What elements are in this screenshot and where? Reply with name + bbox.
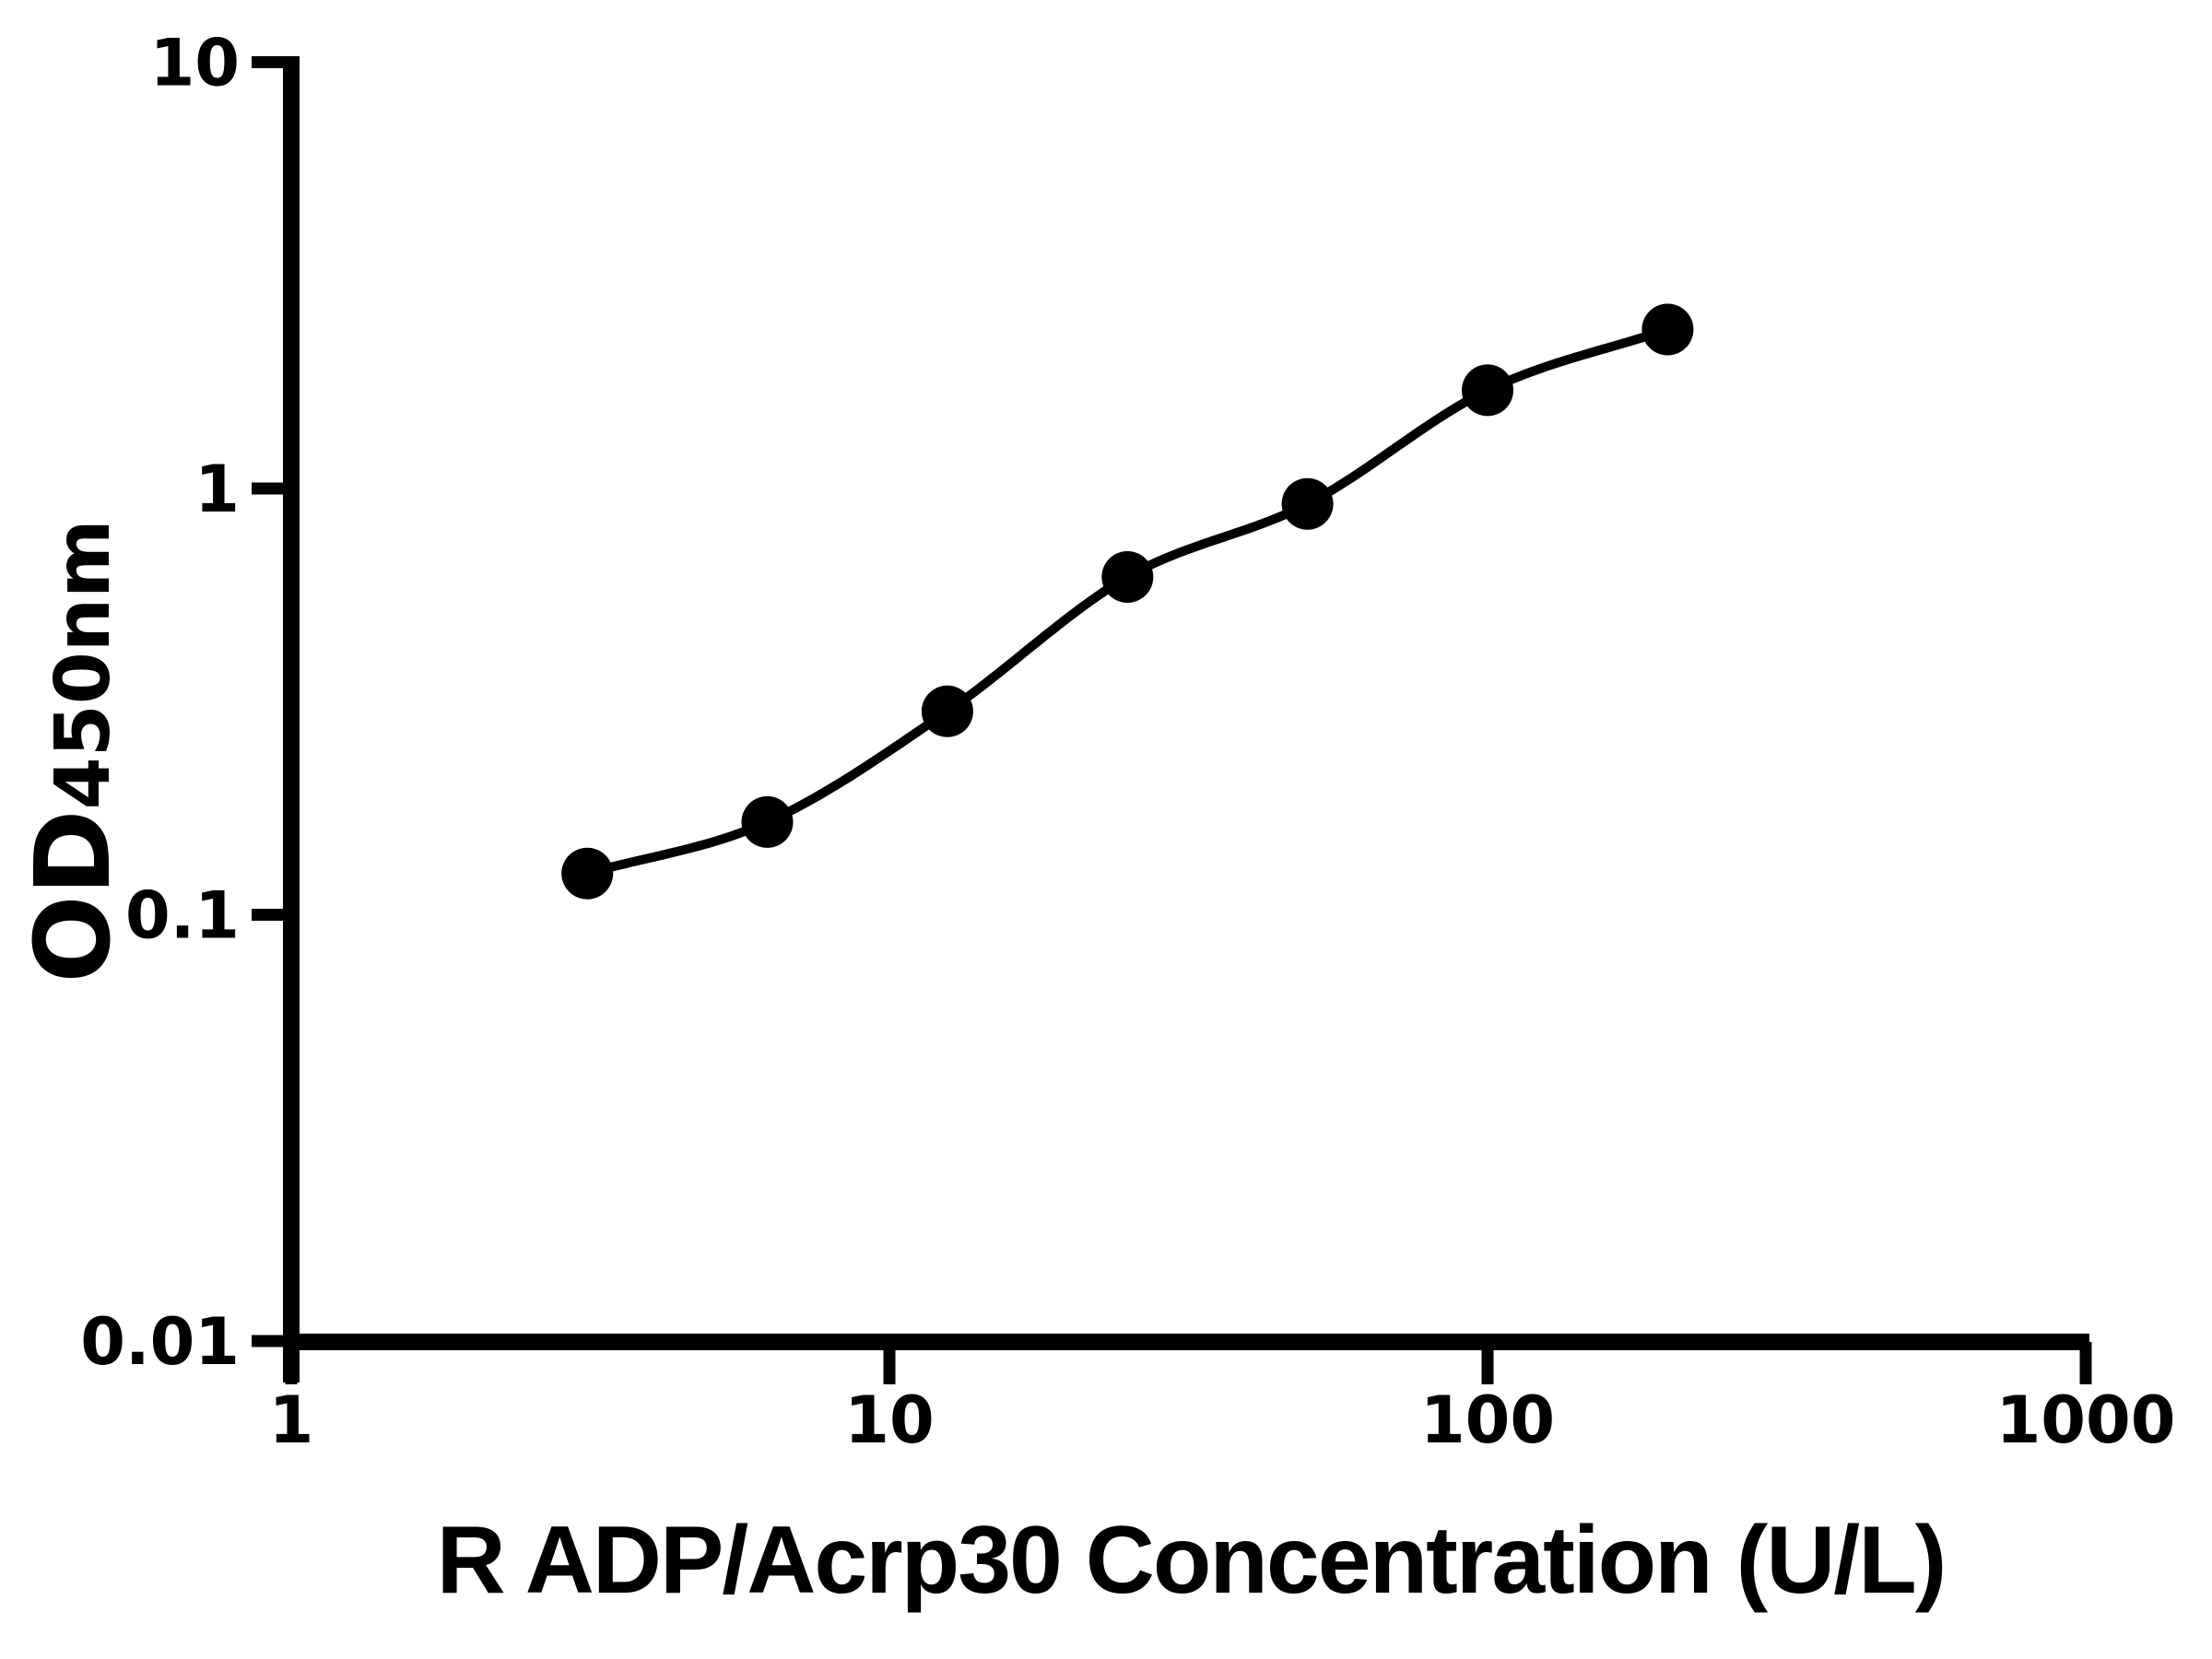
data-point <box>561 847 614 900</box>
data-point <box>1101 551 1154 603</box>
y-axis-title: OD450nm <box>14 519 134 982</box>
y-tick-label: 0.01 <box>80 1304 240 1380</box>
data-point <box>921 685 973 737</box>
data-point <box>1641 303 1694 356</box>
data-point <box>741 795 794 848</box>
x-tick-label: 10 <box>844 1382 934 1458</box>
data-point <box>1281 477 1334 530</box>
y-axis-title-sub: 450nm <box>40 519 127 810</box>
y-tick-label: 0.1 <box>125 878 240 954</box>
x-tick-label: 100 <box>1420 1382 1555 1458</box>
x-axis-title: R ADP/Acrp30 Concentration (U/L) <box>436 1507 1947 1614</box>
y-axis-title-main: OD <box>14 809 134 983</box>
y-tick-label: 1 <box>194 452 240 527</box>
x-tick-label: 1 <box>269 1382 314 1458</box>
data-point <box>1462 364 1513 417</box>
x-tick-label: 1000 <box>1996 1382 2176 1458</box>
y-tick-label: 10 <box>150 26 240 101</box>
